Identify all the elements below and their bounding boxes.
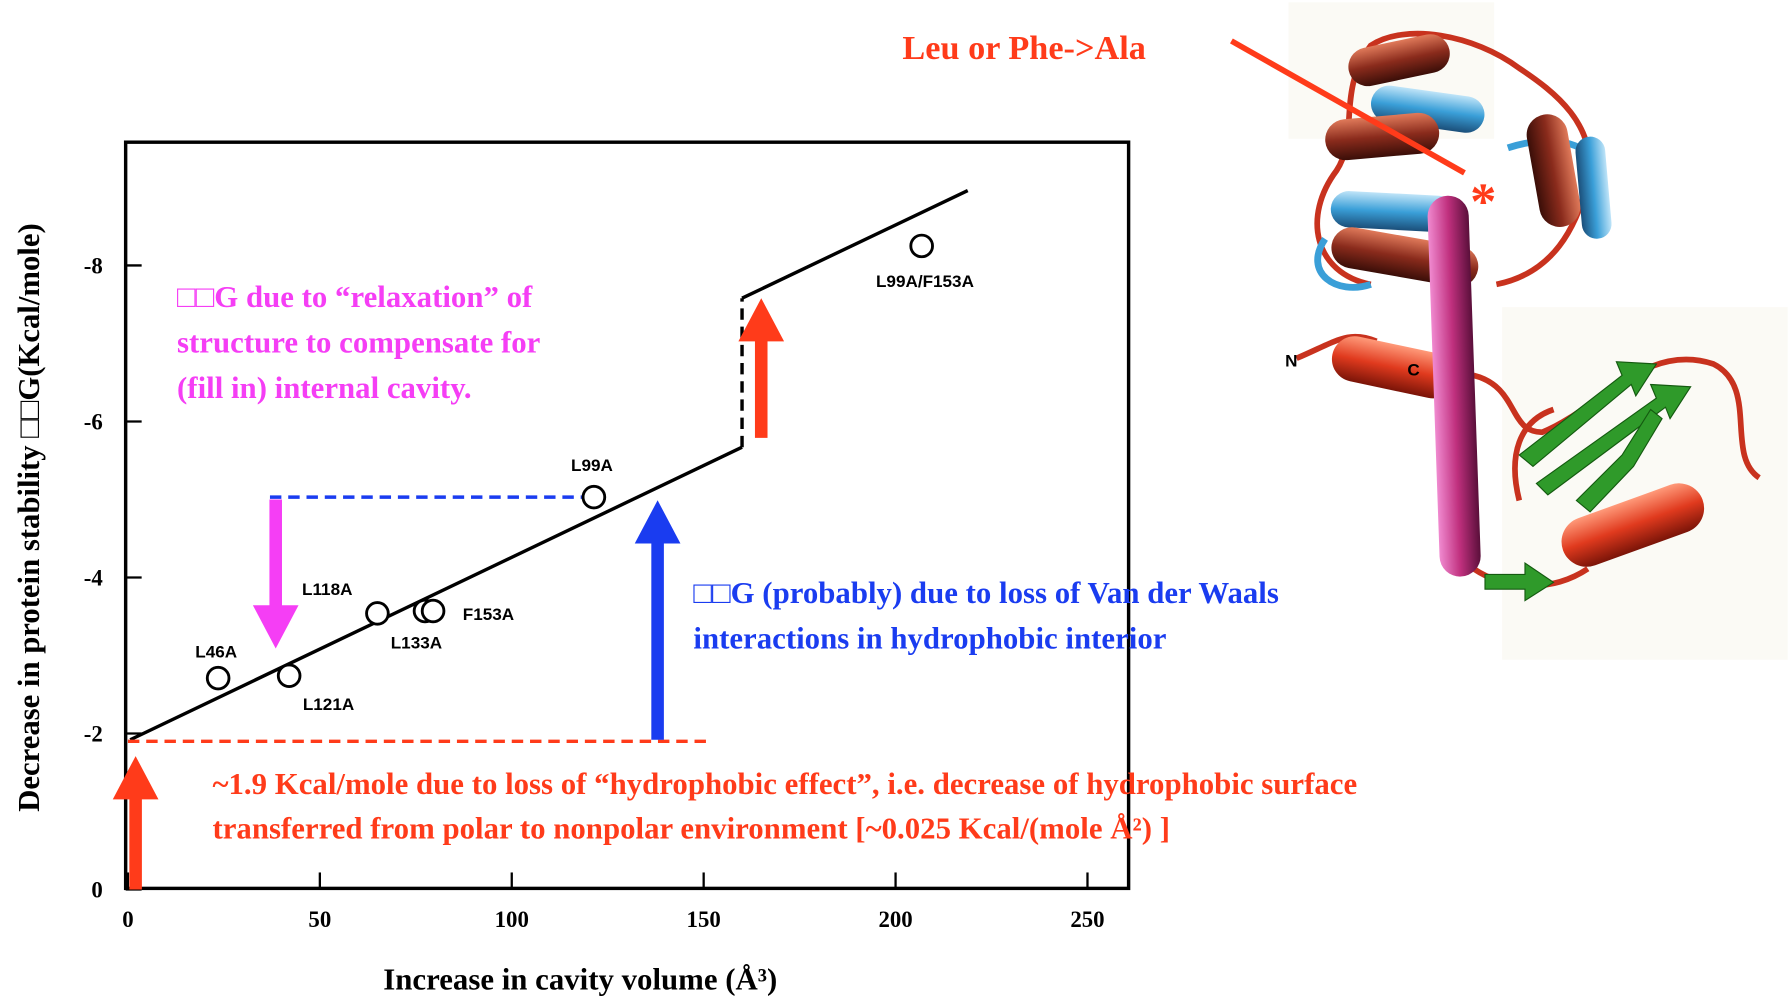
y-tick-label: -6	[84, 409, 103, 434]
point-label: L133A	[391, 634, 442, 653]
arrow	[738, 298, 784, 438]
x-tick-label: 50	[308, 907, 331, 932]
point	[278, 665, 300, 687]
point-label: L99A	[571, 456, 613, 475]
helix	[1574, 135, 1613, 240]
c-label: C	[1407, 360, 1419, 379]
arrow	[113, 756, 159, 889]
n-label: N	[1285, 351, 1297, 370]
x-tick-label: 150	[687, 907, 721, 932]
point-label: L99A/F153A	[876, 272, 974, 291]
y-tick-label: 0	[91, 878, 102, 903]
point-label: L118A	[302, 580, 352, 599]
annotation: ~1.9 Kcal/mole due to loss of “hydrophob…	[212, 767, 1357, 801]
point	[583, 486, 605, 508]
x-axis-label: Increase in cavity volume (Å³)	[383, 963, 777, 997]
y-tick-label: -4	[84, 565, 103, 590]
page: N C * Leu or Phe->Ala Increase in cavity…	[0, 0, 1790, 1001]
mutation-marker: *	[1470, 172, 1496, 230]
point-label: F153A	[463, 605, 514, 624]
point-label: L46A	[195, 643, 237, 662]
annotation: □□G (probably) due to loss of Van der Wa…	[693, 576, 1279, 610]
annotation: structure to compensate for	[177, 326, 540, 360]
arrow	[635, 500, 681, 739]
arrow	[253, 499, 299, 648]
y-axis-label: Decrease in protein stability □□G(Kcal/m…	[12, 223, 46, 811]
annotation: □□G due to “relaxation” of	[177, 280, 533, 314]
callout-label: Leu or Phe->Ala	[902, 30, 1145, 67]
x-tick-label: 100	[495, 907, 529, 932]
y-tick-label: -2	[84, 722, 103, 747]
trend-line	[130, 447, 742, 740]
annotation: transferred from polar to nonpolar envir…	[212, 811, 1170, 845]
y-tick-label: -8	[84, 253, 103, 278]
annotation: interactions in hydrophobic interior	[693, 621, 1166, 655]
helix	[1523, 111, 1583, 230]
annotation: (fill in) internal cavity.	[177, 371, 472, 405]
point	[422, 600, 444, 622]
point	[207, 667, 229, 689]
x-tick-label: 200	[878, 907, 912, 932]
point	[367, 603, 389, 625]
chart: N C * Leu or Phe->Ala Increase in cavity…	[0, 0, 1790, 1001]
point-label: L121A	[303, 695, 354, 714]
x-tick-label: 250	[1070, 907, 1104, 932]
point	[911, 235, 933, 257]
helix	[1427, 195, 1481, 577]
protein-figure: N C * Leu or Phe->Ala	[902, 2, 1787, 659]
x-tick-label: 0	[122, 907, 133, 932]
